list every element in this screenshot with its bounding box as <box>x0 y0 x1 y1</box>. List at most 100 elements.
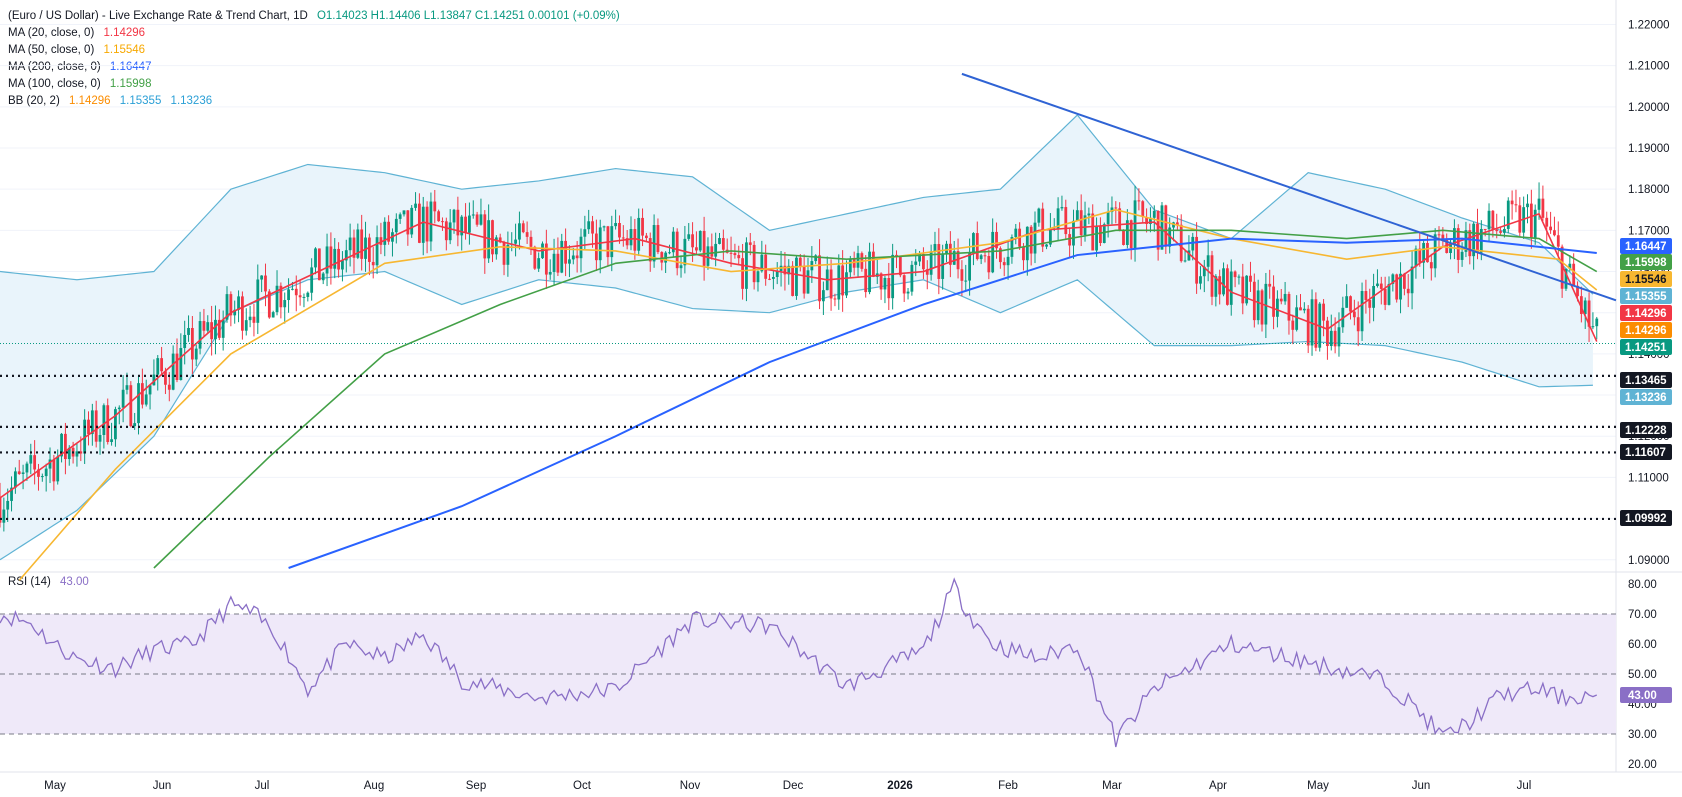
candle-body <box>1260 290 1264 325</box>
price-axis-tick: 1.09000 <box>1628 555 1670 567</box>
candle-body <box>852 258 856 268</box>
candle-body <box>625 238 629 246</box>
candle-body <box>529 236 533 247</box>
ma200-label: MA (200, close, 0) <box>8 61 101 73</box>
candle-body <box>760 254 764 272</box>
candle-body <box>587 221 591 230</box>
candle-body <box>367 237 371 262</box>
candle-body <box>13 471 17 488</box>
candle-body <box>756 271 760 283</box>
candle-body <box>771 276 775 279</box>
candle-body <box>941 254 945 279</box>
candle-body <box>206 322 210 331</box>
rsi-band-fill <box>0 614 1616 734</box>
candle-body <box>471 214 475 216</box>
candle-body <box>1322 303 1325 321</box>
price-label-box <box>1620 305 1672 321</box>
candle-body <box>371 261 375 266</box>
candle-body <box>502 242 506 265</box>
candle-body <box>1383 288 1387 305</box>
candle-body <box>10 487 13 501</box>
candle-body <box>37 469 40 477</box>
price-label-box <box>1620 372 1672 388</box>
price-label-box <box>1620 322 1672 338</box>
candle-body <box>1199 276 1202 284</box>
candle-body <box>379 237 383 245</box>
candle-body <box>698 230 702 251</box>
candle-body <box>167 384 171 390</box>
candle-body <box>1122 230 1125 245</box>
candle-body <box>175 353 179 381</box>
price-label-box <box>1620 288 1672 304</box>
candle-body <box>594 233 598 261</box>
candle-body <box>106 405 110 443</box>
candle-body <box>856 253 860 268</box>
time-axis-tick: Sep <box>466 780 486 792</box>
candle-body <box>1356 317 1360 332</box>
candle-body <box>1160 205 1164 250</box>
ma100-value: 1.15998 <box>109 78 152 90</box>
candle-body <box>1264 283 1268 325</box>
candle-body <box>64 433 67 460</box>
bb-upper-value: 1.15355 <box>119 95 162 107</box>
candle-body <box>294 288 298 296</box>
candle-body <box>721 238 725 250</box>
candle-body <box>937 244 941 279</box>
candle-body <box>1460 251 1464 260</box>
candle-body <box>1306 308 1310 346</box>
ma50-label: MA (50, close, 0) <box>8 44 95 56</box>
candle-body <box>252 316 256 323</box>
candle-body <box>156 358 160 375</box>
price-axis-tick: 1.17000 <box>1628 225 1670 237</box>
chart-legend: (Euro / US Dollar) - Live Exchange Rate … <box>8 8 620 110</box>
candle-body <box>1068 234 1072 246</box>
candle-body <box>1495 229 1499 232</box>
candle-body <box>1379 283 1383 289</box>
candle-body <box>833 298 837 300</box>
price-label-text: 1.13465 <box>1625 375 1667 387</box>
price-label-text: 1.14251 <box>1625 342 1667 354</box>
price-axis-tick: 1.22000 <box>1628 19 1670 31</box>
price-label-box <box>1620 444 1672 460</box>
ohlc-values: O1.14023 H1.14406 L1.13847 C1.14251 0.00… <box>316 10 620 22</box>
candle-body <box>121 389 125 408</box>
candle-body <box>671 231 675 253</box>
ma50-value: 1.15546 <box>103 44 146 56</box>
candle-body <box>60 433 63 457</box>
candle-body <box>1537 198 1541 210</box>
candle-body <box>933 244 937 252</box>
legend-ma20-row: MA (20, close, 0) 1.14296 <box>8 25 620 42</box>
candle-body <box>87 419 90 435</box>
candle-body <box>872 251 875 277</box>
candle-body <box>1514 204 1518 206</box>
candle-body <box>706 246 710 266</box>
rsi-legend: RSI (14) 43.00 <box>8 576 89 588</box>
candle-body <box>1526 203 1529 208</box>
candle-body <box>752 244 756 283</box>
candle-body <box>1422 242 1426 263</box>
candle-body <box>1241 276 1245 304</box>
candle-body <box>1483 228 1487 230</box>
candle-body <box>1106 212 1110 225</box>
candle-body <box>48 459 52 469</box>
candle-body <box>437 211 441 222</box>
bollinger-fill <box>0 115 1593 560</box>
candle-body <box>267 291 271 318</box>
candle-body <box>806 270 810 294</box>
candle-body <box>1129 220 1133 249</box>
candle-body <box>618 223 621 238</box>
candle-body <box>337 248 340 270</box>
candle-body <box>929 251 933 275</box>
candle-body <box>1391 274 1395 284</box>
candle-body <box>1326 320 1329 347</box>
candle-body <box>1091 213 1095 251</box>
candle-body <box>1210 255 1214 297</box>
candle-body <box>1395 274 1399 300</box>
candle-body <box>798 257 802 267</box>
candle-body <box>1060 207 1064 209</box>
candle-body <box>1549 226 1552 231</box>
candle-body <box>733 253 737 256</box>
candle-body <box>848 258 852 273</box>
candle-body <box>1464 230 1468 252</box>
